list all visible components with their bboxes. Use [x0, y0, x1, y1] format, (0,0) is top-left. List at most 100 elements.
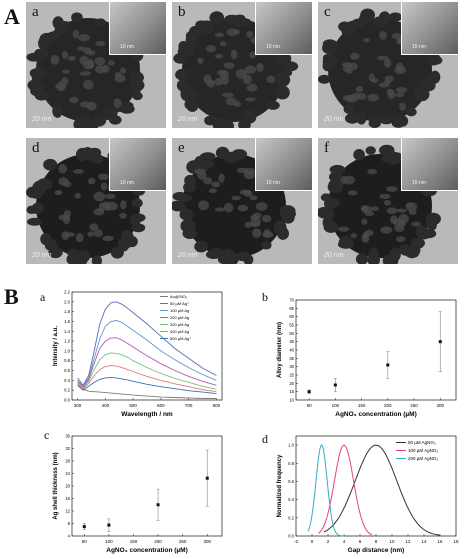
data-point	[82, 525, 86, 529]
y-axis-label: Intensity / a.u.	[53, 326, 59, 366]
tem-image-d: 10 nm d 20 nm	[26, 138, 166, 264]
subplot-a-label: a	[40, 290, 46, 304]
y-tick-label: 60	[289, 314, 294, 319]
y-tick-label: 0.0	[288, 534, 294, 539]
legend-entry: 400 µM Ag	[170, 329, 189, 334]
legend-entry: 50 µM Ag⁺	[170, 301, 189, 306]
y-tick-label: 0.4	[288, 497, 294, 502]
y-tick-label: 1.2	[64, 339, 70, 344]
tem-image-a: 10 nm a 20 nm	[26, 2, 166, 128]
inset-scale-bar: 10 nm	[120, 180, 134, 186]
y-tick-label: 1.6	[64, 319, 70, 324]
y-tick-label: 35	[289, 356, 294, 361]
series-curve-0	[323, 444, 441, 536]
scale-bar-label: 20 nm	[178, 252, 198, 259]
inset-scale-bar: 10 nm	[266, 44, 280, 50]
y-tick-label: 20	[289, 381, 294, 386]
tem-inset: 10 nm	[255, 2, 312, 55]
y-tick-label: 8	[68, 521, 71, 526]
x-tick-label: 800	[213, 403, 221, 408]
series-line-3	[77, 337, 217, 388]
y-tick-label: 32	[65, 446, 70, 451]
legend-entry: 100 µM AgNO₃	[408, 448, 438, 453]
y-tick-label: 40	[289, 348, 294, 353]
y-axis-label: Ag shell thickness (nm)	[53, 452, 59, 519]
plot-frame	[71, 435, 223, 537]
inset-scale-bar: 10 nm	[412, 180, 426, 186]
x-tick-label: 150	[130, 539, 138, 544]
y-tick-label: 0.0	[64, 398, 70, 403]
tem-image-c: 10 nm c 20 nm	[318, 2, 458, 128]
legend-entry: 200 µM AgNO₃	[408, 456, 438, 461]
inset-scale-bar: 10 nm	[120, 44, 134, 50]
tem-inset: 10 nm	[109, 2, 166, 55]
tem-image-letter: b	[178, 4, 186, 20]
x-tick-label: -2	[294, 539, 298, 544]
inset-scale-bar: 10 nm	[412, 44, 426, 50]
tem-inset: 10 nm	[401, 138, 458, 191]
series-line-6	[77, 376, 217, 395]
y-tick-label: 16	[65, 496, 70, 501]
y-tick-label: 15	[289, 389, 294, 394]
inset-scale-bar: 10 nm	[266, 180, 280, 186]
x-tick-label: 200	[154, 539, 162, 544]
y-tick-label: 0.8	[64, 358, 70, 363]
y-tick-label: 20	[65, 484, 70, 489]
data-point	[333, 383, 337, 387]
y-tick-label: 1.0	[288, 443, 294, 448]
y-tick-label: 55	[289, 323, 294, 328]
tem-image-f: 10 nm f 20 nm	[318, 138, 458, 264]
scale-bar-label: 20 nm	[324, 252, 344, 259]
x-axis-label: Gap distance (nm)	[348, 547, 405, 554]
tem-inset: 10 nm	[401, 2, 458, 55]
tem-image-letter: e	[178, 140, 185, 156]
x-tick-label: 18	[453, 539, 459, 544]
legend-entry: 100 µM Ag	[170, 308, 189, 313]
panel-a-label: A	[4, 4, 20, 29]
x-tick-label: 250	[410, 403, 418, 408]
x-axis-label: AgNO₃ concentration (µM)	[106, 547, 188, 554]
legend-entry: 50 µM AgNO₃	[408, 440, 436, 445]
x-axis-label: Wavelength / nm	[121, 411, 173, 418]
subplot-b-label: b	[262, 290, 268, 304]
y-tick-label: 36	[65, 434, 70, 439]
chart-d: -2 0 2 4 6 8 10 12 14 16 18 0.0 0.2 0.4 0.6 0.8 1.0 Gap d…	[277, 435, 459, 554]
x-tick-label: 2	[327, 539, 330, 544]
scale-bar-label: 20 nm	[32, 116, 52, 123]
scale-bar-label: 20 nm	[178, 116, 198, 123]
y-tick-label: 0.2	[288, 515, 294, 520]
y-tick-label: 28	[65, 459, 70, 464]
plot-frame	[295, 299, 457, 401]
x-tick-label: 100	[332, 403, 340, 408]
x-axis-label: AgNO₃ concentration (µM)	[335, 411, 417, 418]
tem-inset: 10 nm	[109, 138, 166, 191]
y-axis-label: Normalized frequency	[277, 454, 283, 517]
series-curve-2	[307, 444, 344, 537]
legend-entry: 300 µM Ag	[170, 322, 189, 327]
data-point	[107, 523, 111, 527]
scale-bar-label: 20 nm	[32, 252, 52, 259]
series-line-2	[77, 320, 217, 388]
data-point	[307, 390, 311, 394]
series-line-5	[77, 365, 217, 393]
data-point	[438, 340, 442, 344]
tem-inset: 10 nm	[255, 138, 312, 191]
series-line-4	[77, 352, 217, 390]
x-tick-label: 300	[203, 539, 211, 544]
series-line-1	[77, 301, 217, 387]
tem-image-e: 10 nm e 20 nm	[172, 138, 312, 264]
y-tick-label: 25	[289, 373, 294, 378]
subplot-c-label: c	[44, 428, 50, 442]
x-tick-label: 12	[405, 539, 411, 544]
plot-frame	[71, 291, 223, 401]
y-tick-label: 10	[289, 398, 294, 403]
scale-bar-label: 20 nm	[324, 116, 344, 123]
x-tick-label: 700	[185, 403, 193, 408]
y-tick-label: 0.6	[64, 368, 70, 373]
legend-entry: Au@SiO₂	[170, 294, 188, 299]
y-tick-label: 1.4	[64, 329, 70, 334]
tem-image-letter: a	[32, 4, 39, 20]
y-tick-label: 0.4	[64, 378, 70, 383]
charts-panel-b: 300 400 500 600 700 8000.00.20.40.60.81.01.21…	[53, 290, 459, 555]
legend-entry: 500 µM Ag⁺	[170, 336, 191, 341]
